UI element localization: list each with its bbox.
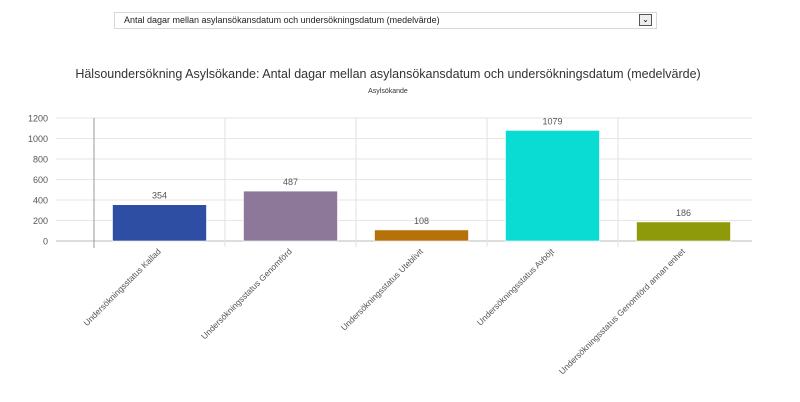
bar-value-label: 487	[283, 177, 298, 187]
y-tick-label: 0	[43, 237, 48, 247]
y-tick-label: 200	[33, 216, 48, 226]
x-tick-label: Undersökningsstatus Kallad	[81, 246, 163, 328]
chart-subtitle: Asylsökande	[368, 88, 408, 95]
bar-value-label: 186	[676, 208, 691, 218]
x-tick-label: Undersökningsstatus Avböjt	[475, 246, 557, 328]
bar	[505, 130, 600, 242]
bar	[374, 229, 469, 242]
x-tick-label: Undersökningsstatus Genomförd annan enhe…	[557, 246, 687, 376]
bar-value-label: 108	[414, 216, 429, 226]
measure-dropdown[interactable]: Antal dagar mellan asylansökansdatum och…	[114, 12, 657, 29]
bar	[636, 221, 731, 242]
bar	[243, 190, 338, 242]
y-tick-label: 400	[33, 196, 48, 206]
bar	[112, 204, 207, 242]
y-tick-label: 800	[33, 155, 48, 165]
chart-title: Hälsoundersökning Asylsökande: Antal dag…	[75, 67, 700, 81]
bar-value-label: 1079	[542, 116, 562, 126]
x-tick-label: Undersökningsstatus Uteblivit	[339, 246, 426, 333]
chevron-down-icon[interactable]: ⌄	[639, 14, 652, 26]
y-tick-label: 1200	[28, 114, 48, 124]
x-tick-label: Undersökningsstatus Genomförd	[199, 246, 294, 341]
y-tick-label: 600	[33, 175, 48, 185]
bar-value-label: 354	[152, 191, 167, 201]
dropdown-selected-value: Antal dagar mellan asylansökansdatum och…	[124, 15, 440, 25]
y-tick-label: 1000	[28, 134, 48, 144]
